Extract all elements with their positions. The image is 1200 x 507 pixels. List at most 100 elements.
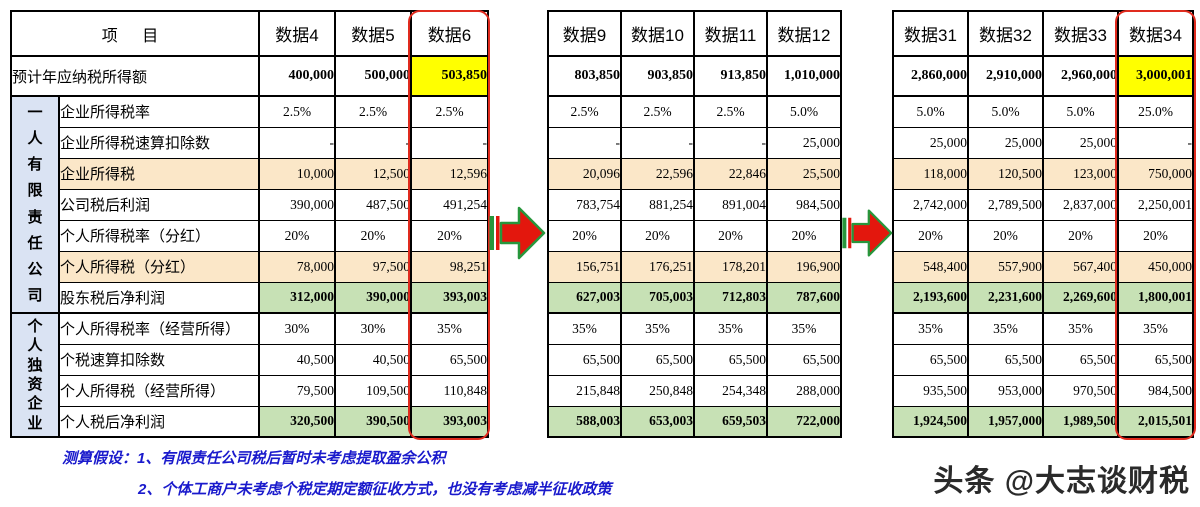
watermark: 头条 @大志谈财税 [933, 465, 1190, 498]
table-cell: 25,500 [766, 157, 842, 190]
table-cell: 35% [410, 312, 490, 345]
table-cell: 2,015,501 [1117, 405, 1194, 438]
table-cell: 312,000 [258, 281, 337, 314]
table-cell: 20% [892, 219, 969, 252]
table-cell: 5.0% [1042, 95, 1119, 128]
table-cell: 803,850 [547, 55, 622, 97]
table-cell: 450,000 [1117, 250, 1194, 283]
row-label: 预计年应纳税所得额 [9, 55, 261, 97]
table-cell: 30% [334, 312, 413, 345]
table-cell: 20% [547, 219, 622, 252]
table-cell: 35% [693, 312, 768, 345]
table-cell: - [1117, 126, 1194, 159]
column-header: 数据32 [967, 10, 1044, 57]
table-cell: 20% [334, 219, 413, 252]
table-cell: 79,500 [258, 374, 337, 407]
column-header: 数据34 [1117, 10, 1194, 57]
table-cell: 2.5% [410, 95, 490, 128]
table-cell: 1,957,000 [967, 405, 1044, 438]
table-cell: 390,500 [334, 405, 413, 438]
table-cell: 500,000 [334, 55, 413, 97]
table-cell: 156,751 [547, 250, 622, 283]
table-cell: 123,000 [1042, 157, 1119, 190]
table-cell: 953,000 [967, 374, 1044, 407]
row-label: 个人所得税率（分红） [57, 219, 261, 252]
tax-table-2: 数据9 数据10 数据11 数据12 803,850 903,850 913,850 1,01… [547, 10, 842, 438]
table-cell: 913,850 [693, 55, 768, 97]
table-cell: 2,860,000 [892, 55, 969, 97]
table-cell: 659,503 [693, 405, 768, 438]
table-cell: 1,924,500 [892, 405, 969, 438]
right-arrow-icon [489, 206, 546, 260]
table-cell: 903,850 [620, 55, 695, 97]
row-label: 股东税后净利润 [57, 281, 261, 314]
table-cell: 25.0% [1117, 95, 1194, 128]
table-cell: 78,000 [258, 250, 337, 283]
table-cell: 65,500 [892, 343, 969, 376]
table-cell: 97,500 [334, 250, 413, 283]
table-cell: 881,254 [620, 188, 695, 221]
table-cell: 120,500 [967, 157, 1044, 190]
table-cell: 35% [766, 312, 842, 345]
table-cell: 3,000,001 [1117, 55, 1194, 97]
table-cell: 20% [620, 219, 695, 252]
table-cell: 750,000 [1117, 157, 1194, 190]
assumption-note-line2: 2、个体工商户未考虑个税定期定额征收方式，也没有考虑减半征收政策 [138, 481, 612, 498]
tax-table-3: 数据31 数据32 数据33 数据34 2,860,000 2,910,000 2,960,… [892, 10, 1194, 438]
table-cell: 2.5% [547, 95, 622, 128]
table-cell: 10,000 [258, 157, 337, 190]
table-cell: 118,000 [892, 157, 969, 190]
tax-table-1: 项 目数据4 数据5 数据6 预计年应纳税所得额 400,000 500,000 503,8… [9, 10, 490, 438]
table-cell: 65,500 [410, 343, 490, 376]
table-cell: 2.5% [620, 95, 695, 128]
row-label: 个人所得税（经营所得） [57, 374, 261, 407]
table-cell: 98,251 [410, 250, 490, 283]
table-cell: 1,800,001 [1117, 281, 1194, 314]
table-cell: 393,003 [410, 405, 490, 438]
corner-header: 项 目 [9, 10, 261, 57]
table-cell: 487,500 [334, 188, 413, 221]
table-cell: - [620, 126, 695, 159]
table-cell: 20% [693, 219, 768, 252]
table-cell: 2,789,500 [967, 188, 1044, 221]
table-cell: 722,000 [766, 405, 842, 438]
table-cell: 2,231,600 [967, 281, 1044, 314]
table-block-1: 项 目数据4 数据5 数据6 预计年应纳税所得额 400,000 500,000 503,8… [9, 10, 490, 438]
row-label: 企业所得税速算扣除数 [57, 126, 261, 159]
table-cell: 588,003 [547, 405, 622, 438]
table-cell: 783,754 [547, 188, 622, 221]
table-cell: 891,004 [693, 188, 768, 221]
table-cell: 20,096 [547, 157, 622, 190]
row-label: 企业所得税率 [57, 95, 261, 128]
table-cell: 20% [410, 219, 490, 252]
column-header: 数据31 [892, 10, 969, 57]
table-cell: 2,837,000 [1042, 188, 1119, 221]
table-cell: 40,500 [258, 343, 337, 376]
table-cell: 35% [892, 312, 969, 345]
table-cell: 25,000 [892, 126, 969, 159]
table-cell: 35% [967, 312, 1044, 345]
table-cell: 250,848 [620, 374, 695, 407]
table-block-2: 数据9 数据10 数据11 数据12 803,850 903,850 913,850 1,01… [547, 10, 842, 438]
group-label: 个人独资企业 [10, 312, 60, 438]
column-header: 数据5 [334, 10, 413, 57]
table-cell: 2,742,000 [892, 188, 969, 221]
table-cell: 30% [258, 312, 337, 345]
table-cell: 400,000 [258, 55, 337, 97]
table-cell: 65,500 [1117, 343, 1194, 376]
table-cell: 22,596 [620, 157, 695, 190]
right-arrow-icon [842, 209, 893, 257]
row-label: 个人税后净利润 [57, 405, 261, 438]
table-cell: 653,003 [620, 405, 695, 438]
table-cell: 25,000 [1042, 126, 1119, 159]
table-cell: 557,900 [967, 250, 1044, 283]
table-cell: 65,500 [1042, 343, 1119, 376]
table-cell: 1,010,000 [766, 55, 842, 97]
table-cell: 970,500 [1042, 374, 1119, 407]
table-cell: 2,269,600 [1042, 281, 1119, 314]
column-header: 数据4 [258, 10, 337, 57]
column-header: 数据12 [766, 10, 842, 57]
table-cell: 196,900 [766, 250, 842, 283]
table-cell: 1,989,500 [1042, 405, 1119, 438]
table-block-3: 数据31 数据32 数据33 数据34 2,860,000 2,910,000 2,960,… [892, 10, 1194, 438]
